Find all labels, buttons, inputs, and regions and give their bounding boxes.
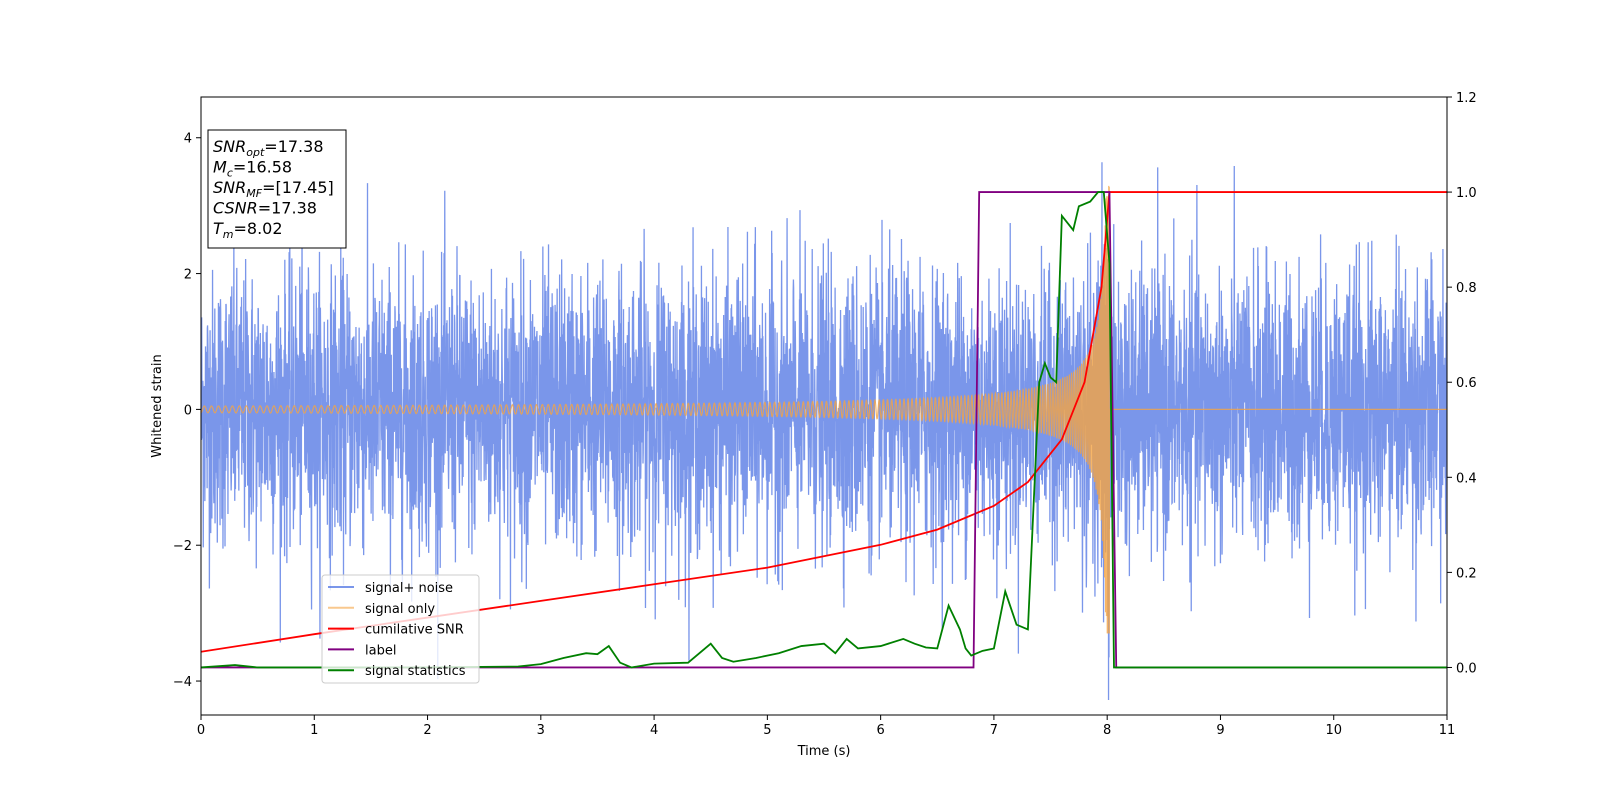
- legend-label: label: [365, 643, 396, 658]
- annotation-line: SNRMF=[17.45]: [213, 178, 334, 200]
- annotation-line: Tm=8.02: [213, 219, 283, 241]
- series-cumilative-snr: [201, 191, 1447, 653]
- y-left-tick-label: 4: [184, 132, 192, 147]
- y-right-tick-label: 0.6: [1456, 376, 1477, 391]
- x-tick-label: 7: [990, 723, 998, 738]
- x-tick-label: 9: [1216, 723, 1224, 738]
- legend-label: signal+ noise: [365, 581, 453, 596]
- y-right-tick-label: 0.0: [1456, 661, 1477, 676]
- y-axis-label: Whitened strain: [150, 354, 165, 457]
- y-right-tick-label: 1.0: [1456, 186, 1477, 201]
- x-tick-label: 8: [1103, 723, 1111, 738]
- legend-label: signal only: [365, 602, 435, 617]
- y-right-tick-label: 1.2: [1456, 91, 1477, 106]
- annotation-line: SNRopt=17.38: [213, 137, 324, 159]
- series-signal-statistics: [201, 191, 1447, 669]
- legend-frame: [321, 574, 480, 684]
- plot-area: [201, 162, 1447, 701]
- x-tick-label: 5: [763, 723, 771, 738]
- plot-frame: [200, 96, 1448, 716]
- legend-label: cumilative SNR: [365, 623, 464, 638]
- x-tick-label: 0: [197, 723, 205, 738]
- annotation-line: CSNR=17.38: [213, 199, 317, 218]
- x-tick-label: 3: [537, 723, 545, 738]
- y-left-tick-label: 0: [184, 403, 192, 418]
- x-tick-label: 2: [423, 723, 431, 738]
- x-tick-label: 4: [650, 723, 658, 738]
- series-signal-noise: [201, 162, 1447, 701]
- x-axis-label: Time (s): [797, 744, 851, 759]
- x-tick-label: 11: [1439, 723, 1456, 738]
- y-right-tick-label: 0.2: [1456, 566, 1477, 581]
- legend-label: signal statistics: [365, 664, 466, 679]
- annotation-line: Mc=16.58: [213, 158, 292, 180]
- y-left-tick-label: −4: [173, 675, 192, 690]
- annotation-frame: [207, 129, 347, 249]
- annotation-box: SNRopt=17.38Mc=16.58SNRMF=[17.45]CSNR=17…: [207, 129, 347, 249]
- series-signal-only: [201, 185, 1447, 634]
- y-left-tick-label: 2: [184, 268, 192, 283]
- y-left-tick-label: −2: [173, 539, 192, 554]
- y-right-tick-label: 0.8: [1456, 281, 1477, 296]
- legend: signal+ noise signal only cumilative SNR la…: [321, 574, 480, 684]
- x-tick-label: 10: [1325, 723, 1342, 738]
- x-tick-label: 6: [876, 723, 884, 738]
- x-tick-label: 1: [310, 723, 318, 738]
- y-right-tick-label: 0.4: [1456, 471, 1477, 486]
- axes: 0 1 2 3 4 5 6 7 8 9 10 11 4 2 0 −2 −4 1.2 1.0 0.8 0.6 0.4 0.2 0…: [173, 91, 1477, 738]
